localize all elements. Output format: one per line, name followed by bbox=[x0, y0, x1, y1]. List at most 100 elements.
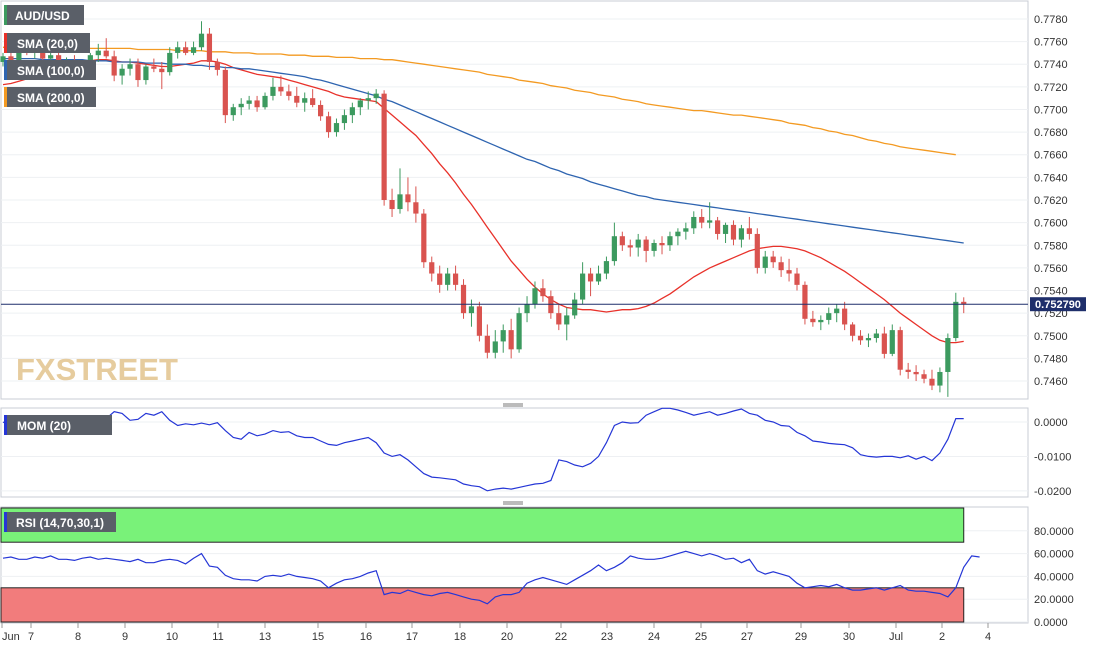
candle bbox=[214, 58, 220, 76]
time-tick-label: 24 bbox=[648, 631, 660, 643]
momentum-tick-label: -0.0100 bbox=[1034, 451, 1071, 463]
candle-body bbox=[754, 233, 760, 268]
panel-splitter-2[interactable] bbox=[503, 501, 523, 505]
rsi-overbought-zone bbox=[0, 507, 965, 543]
candle bbox=[802, 281, 808, 325]
candle bbox=[206, 28, 213, 70]
candle bbox=[262, 92, 268, 110]
candle bbox=[778, 256, 784, 277]
momentum-panel-frame bbox=[0, 407, 1029, 498]
candle-body bbox=[492, 341, 498, 353]
candle-body bbox=[857, 335, 864, 341]
price-tick-label: 0.7760 bbox=[1034, 37, 1068, 49]
time-tick-label: 7 bbox=[28, 631, 34, 643]
candle-body bbox=[627, 245, 633, 248]
candle bbox=[500, 324, 506, 353]
price-tick-label: 0.7540 bbox=[1034, 286, 1068, 298]
candle-body bbox=[802, 284, 808, 319]
legend-item-label: SMA (20,0) bbox=[17, 37, 78, 51]
candle bbox=[0, 52, 6, 67]
candle-body bbox=[151, 66, 157, 69]
candle bbox=[95, 43, 101, 62]
candle bbox=[381, 90, 387, 206]
candle-body bbox=[48, 55, 54, 59]
panel-splitter-1[interactable] bbox=[503, 403, 523, 407]
candle-body bbox=[103, 50, 109, 57]
candle bbox=[762, 250, 768, 274]
candle bbox=[929, 369, 935, 391]
candle bbox=[294, 86, 300, 108]
rsi-oversold-zone bbox=[0, 587, 965, 623]
candle-body bbox=[468, 306, 475, 314]
candle-body bbox=[849, 324, 856, 336]
candle bbox=[873, 328, 879, 343]
candle bbox=[516, 307, 522, 353]
candle bbox=[349, 102, 355, 124]
rsi-badge-marker bbox=[4, 512, 7, 532]
candle-body bbox=[540, 288, 546, 297]
candle-body bbox=[818, 319, 824, 323]
time-tick-label: 15 bbox=[312, 631, 324, 643]
candle-body bbox=[746, 228, 752, 234]
sma-200-line bbox=[3, 46, 956, 156]
candle bbox=[310, 89, 316, 108]
candle bbox=[580, 262, 586, 305]
candle-body bbox=[707, 220, 713, 223]
candle bbox=[135, 58, 141, 87]
candle bbox=[373, 89, 379, 104]
rsi-tick-label: 20.0000 bbox=[1034, 594, 1074, 606]
candle bbox=[437, 265, 443, 293]
momentum-badge-marker bbox=[4, 415, 7, 435]
candle bbox=[556, 304, 562, 331]
candle-body bbox=[55, 55, 62, 65]
candle-body bbox=[206, 33, 213, 62]
current-price-tag bbox=[1030, 297, 1086, 312]
candle bbox=[921, 369, 927, 384]
candle-body bbox=[722, 224, 729, 234]
candle-body bbox=[683, 228, 689, 232]
candle bbox=[961, 297, 967, 314]
candle-body bbox=[667, 236, 673, 246]
time-tick-label: 9 bbox=[122, 631, 128, 643]
candle-body bbox=[429, 262, 435, 274]
price-tick-label: 0.7620 bbox=[1034, 195, 1068, 207]
momentum-line bbox=[2, 407, 964, 492]
candle-body bbox=[905, 369, 911, 372]
rsi-line bbox=[2, 550, 980, 605]
candle bbox=[683, 222, 689, 240]
candle bbox=[333, 118, 340, 137]
candle bbox=[246, 95, 252, 110]
candle-body bbox=[230, 107, 236, 116]
candle bbox=[746, 216, 752, 240]
candle-body bbox=[452, 273, 459, 285]
candle-body bbox=[675, 231, 681, 237]
candle-body bbox=[572, 299, 578, 316]
candle bbox=[587, 267, 594, 297]
candle bbox=[572, 292, 578, 319]
candle-body bbox=[961, 301, 967, 305]
candle-body bbox=[699, 216, 705, 223]
candles bbox=[0, 21, 967, 397]
legend-color-marker bbox=[4, 60, 7, 80]
candle bbox=[452, 265, 459, 291]
sma-100-line bbox=[3, 57, 964, 244]
candle-body bbox=[278, 86, 284, 92]
candle-body bbox=[310, 98, 316, 105]
price-tick-label: 0.7480 bbox=[1034, 353, 1068, 365]
price-tick-label: 0.7460 bbox=[1034, 376, 1068, 388]
candle-body bbox=[524, 304, 530, 314]
price-tick-label: 0.7680 bbox=[1034, 127, 1068, 139]
time-tick-label: Jun bbox=[2, 631, 20, 643]
momentum-panel: MOM (20) -0.0200 -0.0100 0.0000 bbox=[0, 407, 1071, 498]
candle-body bbox=[921, 374, 927, 379]
candle bbox=[540, 279, 546, 302]
candle bbox=[460, 279, 467, 319]
candle bbox=[715, 216, 721, 240]
candle bbox=[667, 231, 673, 251]
candle bbox=[937, 367, 943, 393]
legend-color-marker bbox=[4, 33, 7, 53]
rsi-badge bbox=[4, 512, 116, 532]
candle bbox=[421, 209, 427, 268]
candle bbox=[278, 75, 284, 96]
momentum-tick-label: -0.0200 bbox=[1034, 486, 1071, 498]
